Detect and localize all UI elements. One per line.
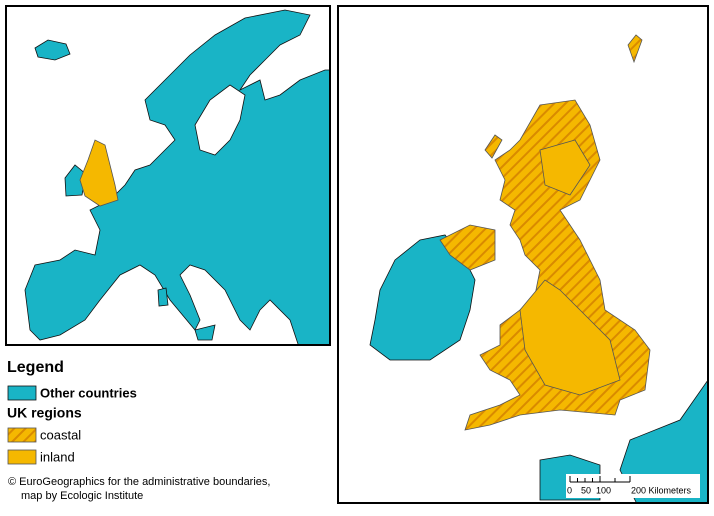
right-frame — [337, 5, 709, 504]
scale-label: 0 — [567, 485, 572, 495]
baltic-sea — [194, 84, 246, 156]
inland-regions — [539, 139, 591, 196]
legend-group-title: UK regions — [7, 405, 82, 421]
sardinia — [157, 287, 169, 307]
ireland — [369, 234, 476, 361]
scale-label: 200 Kilometers — [631, 485, 692, 495]
scale-bar-box — [566, 474, 700, 498]
legend-label: Other countries — [40, 385, 137, 400]
sicily — [194, 324, 216, 341]
legend-swatch — [7, 427, 37, 443]
uk-map — [369, 34, 708, 503]
iceland — [34, 39, 71, 61]
continent — [24, 9, 330, 345]
europe-map — [24, 9, 330, 345]
legend-swatch — [7, 449, 37, 465]
shetland — [627, 34, 643, 64]
scale-ticks — [569, 476, 631, 482]
legend-swatch — [7, 385, 37, 401]
legend-label: inland — [40, 449, 75, 464]
inland-regions — [519, 279, 621, 396]
legend-title: Legend — [7, 359, 64, 376]
left-frame — [5, 5, 331, 346]
scale-label: 100 — [596, 485, 611, 495]
credit: © EuroGeographics for the administrative… — [8, 476, 270, 488]
northern-ireland — [439, 224, 496, 271]
credit: map by Ecologic Institute — [21, 490, 143, 502]
scale-label: 50 — [581, 485, 591, 495]
united-kingdom — [79, 139, 119, 207]
legend-label: coastal — [40, 427, 81, 442]
hebrides — [484, 134, 503, 159]
